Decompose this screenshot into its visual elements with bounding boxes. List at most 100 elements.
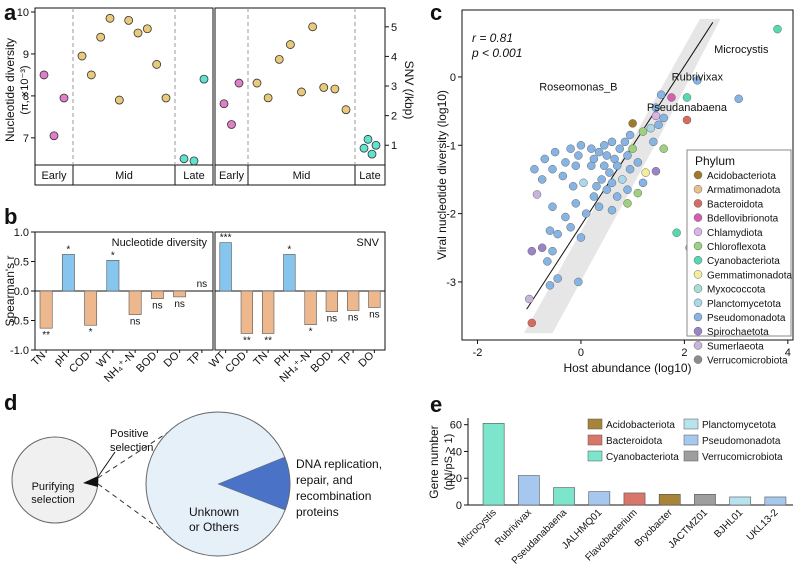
- d-dna-label-4: proteins: [296, 505, 339, 519]
- b-bar: [283, 254, 296, 292]
- d-small-pie: [11, 436, 99, 524]
- c-legend-swatch: [693, 213, 703, 222]
- a-ylabel-left: Nucleotide diversity: [3, 38, 17, 142]
- a-period-label: Early: [219, 170, 245, 182]
- b-category-label: COD: [223, 350, 249, 376]
- panel-letter-d: d: [4, 390, 17, 415]
- a-diversity-point: [77, 51, 87, 61]
- e-legend-label: Bacteroidota: [606, 436, 663, 447]
- c-data-point: [597, 175, 606, 184]
- c-data-point: [561, 158, 570, 167]
- b-sig-label: ns: [369, 310, 380, 321]
- b-bar: [240, 290, 254, 334]
- c-data-point: [548, 164, 557, 174]
- b-bar: [61, 254, 75, 292]
- c-legend-label: Chlamydiota: [707, 228, 763, 239]
- c-data-point: [548, 246, 557, 256]
- d-dna-label-3: recombination: [296, 489, 371, 503]
- a-diversity-point: [39, 70, 49, 80]
- a-diversity-point: [114, 95, 124, 105]
- d-small-pie-positive-slice: [83, 476, 98, 487]
- b-sig-label: ns: [327, 314, 338, 325]
- c-legend-swatch: [693, 298, 703, 308]
- a-snv-point: [330, 84, 340, 94]
- c-data-point: [558, 171, 568, 181]
- a-diversity-point: [96, 32, 106, 42]
- c-data-point: [682, 115, 692, 125]
- b-sig-label: *: [287, 244, 291, 255]
- a-left-tick-label: 9: [23, 49, 29, 61]
- c-data-point: [602, 185, 612, 194]
- a-right-frame: [214, 7, 386, 186]
- c-data-point: [571, 161, 581, 171]
- panel-c-chart: -2 0 2 4 -3 -2 -1 0 Host abundance (log10) Viral …: [435, 9, 794, 375]
- e-bar: [623, 492, 646, 506]
- e-bar: [764, 496, 787, 506]
- e-legend-label: Cyanobacteriota: [606, 452, 679, 463]
- panel-a-chart: 7 8 9 10 1 2 3 4 5 Nucleotide diversity (π, ×10⁻³)…: [3, 7, 416, 186]
- c-data-point: [623, 185, 632, 194]
- c-data-point: [532, 190, 542, 199]
- c-legend-swatch: [693, 312, 703, 322]
- c-data-point: [527, 318, 537, 328]
- c-data-point: [537, 243, 547, 253]
- c-data-point: [553, 229, 562, 239]
- c-data-point: [548, 202, 557, 212]
- c-data-point: [594, 202, 604, 212]
- c-data-point: [682, 93, 692, 102]
- c-data-point: [628, 144, 637, 153]
- c-x-tick-label: 0: [578, 347, 584, 359]
- c-data-point: [607, 178, 617, 188]
- a-ylabel-right: SNV (/kbp): [402, 61, 416, 120]
- c-data-point: [587, 144, 596, 153]
- b-ylabel: Spearman's r: [3, 256, 17, 327]
- c-data-point: [651, 111, 661, 121]
- c-data-point: [594, 147, 604, 157]
- c-ylabel: Viral nucleotide diversity (log10): [435, 90, 449, 260]
- c-data-point: [623, 199, 632, 208]
- e-ylabel-sub: (pN/pS > 1): [443, 434, 455, 491]
- e-bar: [658, 493, 681, 506]
- c-legend-swatch: [693, 227, 703, 237]
- e-legend-swatch: [683, 450, 699, 462]
- c-data-point: [537, 175, 547, 184]
- d-positive-label-2: selection: [110, 442, 153, 454]
- e-bar: [553, 487, 575, 506]
- c-data-point: [672, 228, 681, 237]
- c-data-point: [568, 182, 578, 191]
- b-bar: [84, 290, 98, 326]
- a-diversity-point: [124, 15, 134, 25]
- b-bar: [173, 290, 187, 298]
- c-data-point: [641, 168, 650, 177]
- c-data-point: [599, 161, 609, 171]
- c-legend-title: Phylum: [695, 154, 735, 168]
- c-legend-swatch: [693, 284, 703, 293]
- a-diversity-point: [152, 60, 162, 69]
- c-legend-label: Gemmatimonadota: [707, 270, 792, 281]
- b-sig-label: ns: [174, 299, 185, 310]
- c-data-point: [561, 212, 570, 222]
- b-bar: [39, 290, 53, 329]
- c-xlabel: Host abundance (log10): [563, 361, 691, 375]
- b-group-title: SNV: [356, 237, 379, 249]
- c-data-point: [592, 182, 601, 191]
- b-group-title: Nucleotide diversity: [112, 237, 208, 249]
- d-unknown-label-1: Unknown: [189, 505, 239, 519]
- b-bar: [150, 290, 164, 299]
- a-ylabel-left-sub: (π, ×10⁻³): [19, 65, 31, 114]
- c-legend-label: Verrucomicrobiota: [707, 356, 788, 367]
- b-bar: [128, 290, 142, 315]
- e-category-label: UKL13-2: [745, 507, 781, 543]
- a-period-label: Mid: [293, 170, 311, 182]
- c-data-point: [574, 151, 583, 160]
- c-data-point: [623, 151, 632, 160]
- a-snv-point: [341, 105, 351, 115]
- d-purifying-label-1: Purifying: [32, 481, 75, 493]
- b-bar: [368, 290, 381, 308]
- c-data-point: [543, 257, 552, 266]
- c-legend-label: Sumerlaeota: [707, 341, 764, 352]
- b-bar: [261, 290, 275, 334]
- e-y-tick-label: 40: [450, 446, 462, 458]
- b-tick-label: 0.0: [14, 286, 29, 298]
